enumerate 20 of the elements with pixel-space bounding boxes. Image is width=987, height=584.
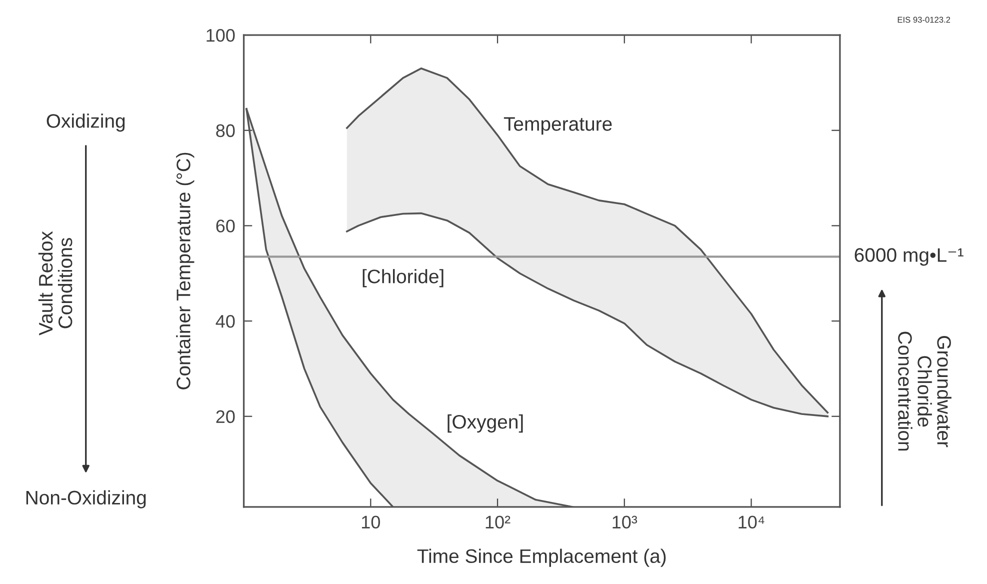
y-tick-label: 100 (206, 28, 235, 42)
text: Oxidizing (46, 114, 125, 132)
ref-line-label: 6000 mg•L⁻¹ (854, 248, 964, 266)
y-tick-label: 80 (216, 124, 235, 138)
x-tick-label: 10² (486, 516, 510, 529)
x-tick-label: 10 (362, 516, 380, 529)
annotation: Temperature (504, 117, 612, 135)
y-tick-label: 40 (216, 314, 235, 328)
text: Non-Oxidizing (26, 490, 146, 508)
text: Groundwater Chloride Concentration (898, 332, 952, 451)
annotation: [Oxygen] (448, 414, 523, 433)
y-tick-label: 20 (216, 410, 235, 424)
text: EIS 93-0123.2 (898, 16, 950, 23)
x-axis-title: Time Since Emplacement (a) (417, 548, 666, 567)
x-tick-label: 10⁴ (738, 516, 764, 529)
y-axis-title: Container Temperature (°C) (176, 152, 194, 390)
y-tick-label: 60 (216, 220, 235, 232)
text: Vault Redox Conditions (38, 231, 72, 336)
x-tick-label: 10³ (612, 516, 638, 529)
annotation: [Chloride] (362, 269, 444, 288)
